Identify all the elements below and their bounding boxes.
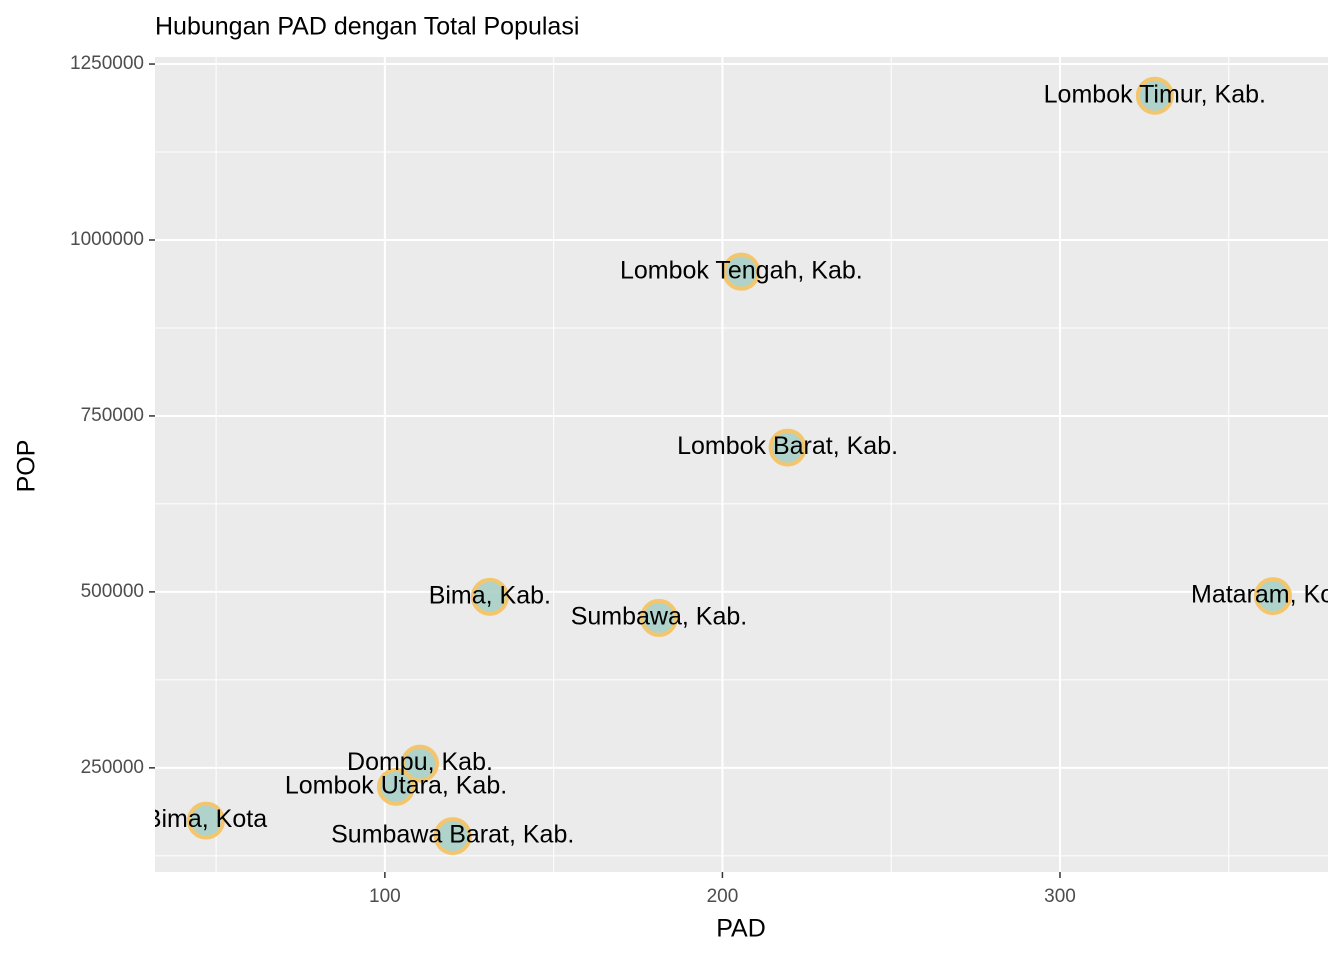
point-label: Bima, Kota bbox=[145, 805, 267, 833]
x-tick-label: 200 bbox=[707, 886, 739, 907]
plot-layer: Lombok Timur, Kab. Lombok Tengah, Kab. Lom… bbox=[145, 76, 1344, 856]
point bbox=[1135, 76, 1174, 115]
y-tick-label: 500000 bbox=[81, 581, 144, 602]
point bbox=[186, 801, 225, 840]
point bbox=[722, 252, 761, 291]
point-label: Dompu, Kab. bbox=[347, 748, 493, 776]
y-tick-label: 1250000 bbox=[70, 53, 144, 74]
x-axis-title: PAD bbox=[716, 915, 766, 943]
point bbox=[470, 577, 509, 616]
point bbox=[1253, 577, 1292, 616]
point-label: Lombok Utara, Kab. bbox=[285, 771, 507, 799]
point-label: Sumbawa Barat, Kab. bbox=[331, 821, 574, 849]
point-label: Lombok Barat, Kab. bbox=[677, 432, 898, 460]
point-label: Lombok Timur, Kab. bbox=[1044, 80, 1266, 108]
point-label: Bima, Kab. bbox=[429, 581, 551, 609]
point-label: Sumbawa, Kab. bbox=[571, 603, 748, 631]
point bbox=[433, 817, 472, 856]
point bbox=[768, 428, 807, 467]
y-axis-title: POP bbox=[13, 440, 41, 493]
point-label: Mataram, Kota bbox=[1191, 581, 1344, 609]
x-tick-label: 300 bbox=[1044, 886, 1076, 907]
point bbox=[639, 598, 678, 637]
point-label: Lombok Tengah, Kab. bbox=[620, 256, 863, 284]
point bbox=[377, 767, 416, 806]
y-tick-label: 750000 bbox=[81, 405, 144, 426]
y-tick-label: 250000 bbox=[81, 757, 144, 778]
point bbox=[400, 744, 439, 783]
x-tick-label: 100 bbox=[369, 886, 401, 907]
chart-title: Hubungan PAD dengan Total Populasi bbox=[155, 13, 579, 41]
grid bbox=[155, 57, 1328, 872]
y-tick-label: 1000000 bbox=[70, 229, 144, 250]
plot-background bbox=[155, 57, 1328, 872]
